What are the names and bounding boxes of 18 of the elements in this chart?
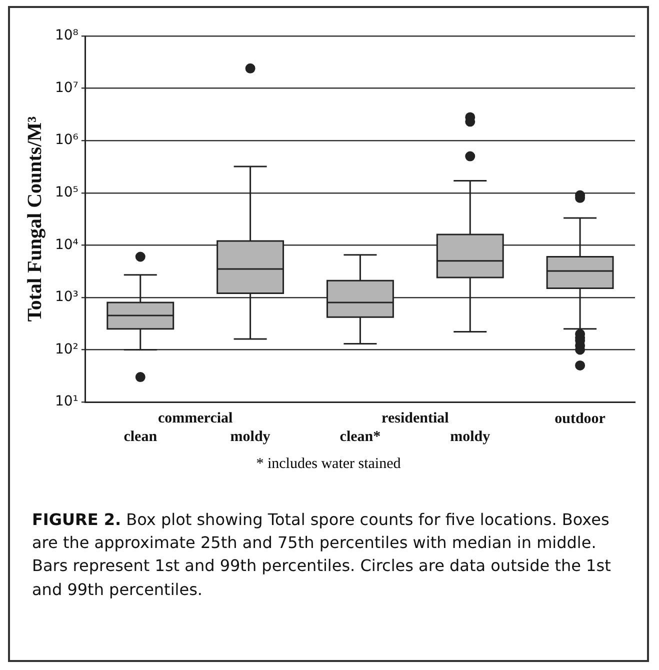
y-tick-label: 10⁴	[54, 236, 79, 253]
caption: FIGURE 2. Box plot showing Total spore counts for five locations. Boxes are the approximate 25th and 75th percentiles with median in middle. Bars represent 1st and 99th percentiles. Circles are data outside the 1st and 99th percentiles.	[32, 509, 612, 601]
y-tick-label: 10²	[54, 341, 78, 358]
y-tick-label: 10⁷	[54, 80, 78, 96]
y-tick-label: 10⁸	[54, 28, 79, 44]
x-tick-label: clean	[124, 428, 158, 445]
text: * includes water stained	[255, 456, 402, 473]
text: residential	[382, 410, 449, 426]
x-tick-label: moldy	[230, 428, 271, 445]
y-tick-label: 10⁶	[54, 132, 79, 148]
x-tick-label: moldy	[450, 428, 491, 445]
y-tick-label: 10¹	[54, 394, 78, 410]
y-tick-label: 10³	[54, 289, 78, 306]
x-tick-label: outdoor	[554, 410, 606, 427]
y-tick-label: 10⁵	[54, 184, 78, 200]
y-axis-title: Total Fungal Counts/M³	[24, 116, 46, 322]
text: commercial	[158, 410, 233, 426]
x-tick-label: clean*	[340, 428, 381, 445]
